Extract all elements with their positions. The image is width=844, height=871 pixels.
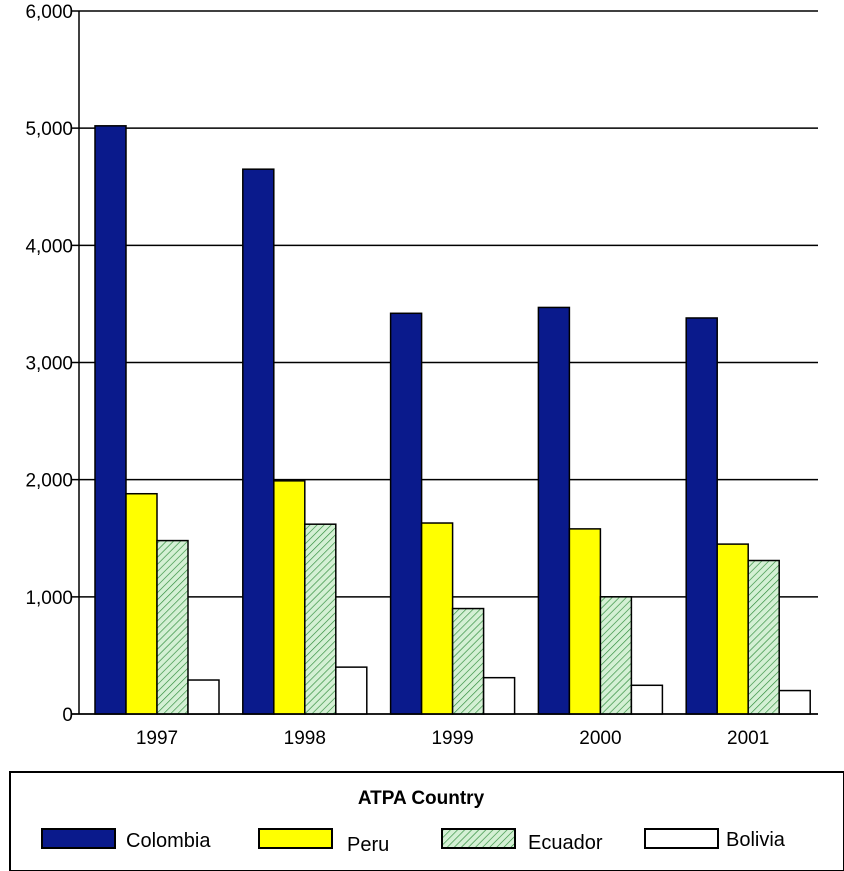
- y-tick-label: 0: [62, 705, 73, 726]
- bar-colombia-2001: [685, 317, 718, 715]
- legend-swatch-peru: [258, 828, 333, 849]
- y-tick-label: 3,000: [25, 354, 73, 375]
- y-tick-label: 2,000: [25, 471, 73, 492]
- x-axis-tick-labels: 1997 1998 1999 2000 2001: [136, 728, 769, 749]
- gridlines: [71, 10, 818, 715]
- legend-label-ecuador: Ecuador: [528, 832, 603, 854]
- bar-colombia-2000: [537, 306, 571, 715]
- legend-label-peru: Peru: [347, 834, 389, 856]
- bar-ecuador-1997: [156, 539, 189, 715]
- bar-bolivia-1997: [187, 679, 220, 715]
- y-tick-label: 4,000: [25, 236, 73, 257]
- axes: [71, 11, 818, 715]
- legend-swatch-bolivia: [644, 828, 719, 849]
- bar-peru-1997: [125, 492, 158, 715]
- bar-peru-2000: [568, 528, 602, 715]
- bar-ecuador-2000: [599, 596, 633, 715]
- bar-colombia-1998: [242, 168, 275, 715]
- y-tick-label: 6,000: [25, 2, 73, 23]
- x-tick-label: 2001: [727, 728, 769, 749]
- bar-ecuador-1998: [304, 523, 337, 715]
- legend-title: ATPA Country: [358, 788, 485, 809]
- bar-colombia-1999: [389, 312, 423, 715]
- legend-swatch-ecuador: [441, 828, 516, 849]
- bar-peru-1999: [420, 522, 454, 715]
- legend-label-bolivia: Bolivia: [726, 829, 786, 851]
- x-tick-label: 2000: [579, 728, 621, 749]
- bar-peru-1998: [273, 480, 306, 715]
- legend-box: [9, 771, 844, 871]
- bar-ecuador-2001: [747, 559, 780, 715]
- x-tick-label: 1998: [284, 728, 326, 749]
- bar-colombia-1997: [94, 125, 127, 715]
- bar-bolivia-1998: [335, 666, 368, 715]
- bar-ecuador-1999: [451, 607, 485, 715]
- legend-swatch-colombia: [41, 828, 116, 849]
- bars: [94, 125, 811, 715]
- y-axis-tick-labels: 0 1,000 2,000 3,000 4,000 5,000 6,000: [25, 2, 73, 726]
- x-tick-label: 1999: [431, 728, 473, 749]
- bar-peru-2001: [716, 543, 749, 715]
- legend-label-colombia: Colombia: [126, 830, 211, 852]
- bar-bolivia-2000: [630, 684, 664, 715]
- x-tick-label: 1997: [136, 728, 178, 749]
- legend: ATPA Country Colombia Peru Ecuador Bolivia: [9, 771, 844, 871]
- y-tick-label: 5,000: [25, 119, 73, 140]
- bar-bolivia-2001: [778, 689, 811, 715]
- y-tick-label: 1,000: [25, 588, 73, 609]
- bar-bolivia-1999: [482, 676, 516, 715]
